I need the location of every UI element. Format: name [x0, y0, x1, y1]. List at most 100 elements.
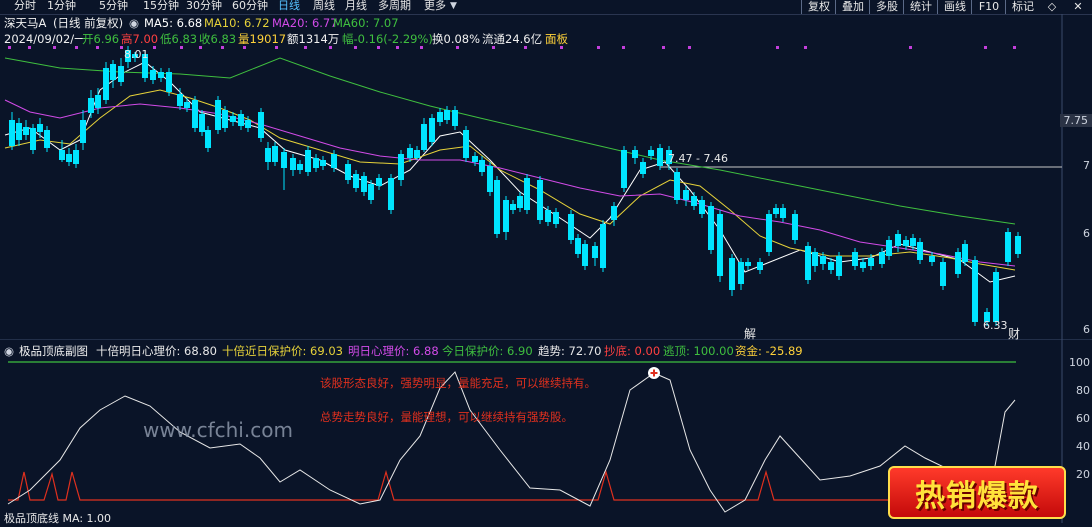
candle: [272, 142, 278, 166]
candle: [738, 258, 744, 290]
candle: [158, 68, 164, 82]
candle: [757, 258, 763, 274]
candle: [1015, 232, 1021, 258]
candle: [632, 146, 638, 164]
candle: [487, 162, 493, 196]
watermark: www.cfchi.com: [143, 418, 293, 442]
signal-dot: [456, 46, 459, 49]
candle: [95, 88, 101, 114]
candle: [792, 210, 798, 244]
candle: [640, 158, 646, 178]
candle: [30, 124, 36, 154]
candle: [929, 252, 935, 266]
signal-dot: [909, 46, 912, 49]
signal-dot: [776, 46, 779, 49]
candle: [524, 174, 530, 214]
candle: [150, 66, 156, 84]
candle: [729, 254, 735, 296]
ma5-line: [5, 62, 1015, 282]
candle: [320, 156, 326, 170]
signal-dot: [275, 46, 278, 49]
candle: [683, 186, 689, 206]
signal-dot: [120, 46, 123, 49]
promo-badge[interactable]: 热销爆款: [888, 466, 1066, 519]
candle: [780, 204, 786, 222]
signal-dot: [354, 46, 357, 49]
candle: [510, 200, 516, 214]
signal-dot: [243, 46, 246, 49]
candle: [805, 242, 811, 284]
signal-dot: [524, 46, 527, 49]
top-signal-marker: [648, 367, 660, 379]
candle: [166, 68, 172, 96]
candle: [297, 160, 303, 174]
candle: [717, 210, 723, 282]
signal-dot: [688, 46, 691, 49]
candle: [503, 196, 509, 240]
signal-dot: [28, 46, 31, 49]
sub-axis-100: 100: [1069, 356, 1092, 369]
candle: [773, 204, 779, 218]
candle: [852, 248, 858, 270]
candle: [103, 62, 109, 104]
candle: [222, 106, 228, 132]
signal-dot: [396, 46, 399, 49]
candle: [437, 108, 443, 126]
candle: [398, 150, 404, 186]
signal-dot: [75, 46, 78, 49]
candle: [80, 110, 86, 150]
moving-average-lines: [5, 58, 1015, 282]
candle: [452, 106, 458, 130]
candle: [860, 258, 866, 272]
bottom-indicator-label: 极品顶底线 MA: 1.00: [4, 511, 111, 527]
candle: [37, 118, 43, 138]
candlestick-chart[interactable]: [0, 0, 1092, 340]
signal-dot: [492, 46, 495, 49]
candle: [917, 238, 923, 264]
candle: [517, 192, 523, 212]
candle: [313, 154, 319, 172]
signal-dot: [984, 46, 987, 49]
candle: [903, 236, 909, 250]
candle: [940, 258, 946, 290]
candle: [895, 230, 901, 252]
candle: [575, 234, 581, 258]
candle: [621, 146, 627, 192]
candle: [708, 202, 714, 254]
trend-line: [8, 372, 1015, 512]
candle: [388, 174, 394, 214]
sub-axis-20: 20: [1076, 468, 1092, 481]
candle: [66, 148, 72, 166]
candle: [177, 88, 183, 110]
signal-dot: [622, 46, 625, 49]
signal-dot: [420, 46, 423, 49]
signal-dot: [221, 46, 224, 49]
candle: [290, 154, 296, 176]
candle: [361, 172, 367, 196]
signal-dot: [329, 46, 332, 49]
signal-dot: [8, 46, 11, 49]
candle: [553, 208, 559, 228]
candle: [674, 168, 680, 204]
candle: [44, 126, 50, 152]
candle: [972, 256, 978, 326]
candle: [582, 240, 588, 270]
candle: [281, 148, 287, 190]
candle: [568, 210, 574, 244]
candle: [353, 170, 359, 192]
candle: [345, 160, 351, 184]
candle: [110, 60, 116, 88]
candle: [73, 144, 79, 168]
candle: [9, 112, 15, 150]
bottom-signal-line: [8, 472, 1015, 500]
price-axis-6a: 6: [1083, 227, 1092, 240]
sub-axis-40: 40: [1076, 440, 1092, 453]
candle: [745, 258, 751, 270]
low-annotation: 6.33: [983, 318, 1008, 334]
high-annotation: 8.01: [124, 47, 149, 63]
signal-dots: [8, 46, 1016, 49]
candle: [414, 146, 420, 160]
signal-dot: [804, 46, 807, 49]
sub-axis-60: 60: [1076, 412, 1092, 425]
candle: [305, 146, 311, 176]
